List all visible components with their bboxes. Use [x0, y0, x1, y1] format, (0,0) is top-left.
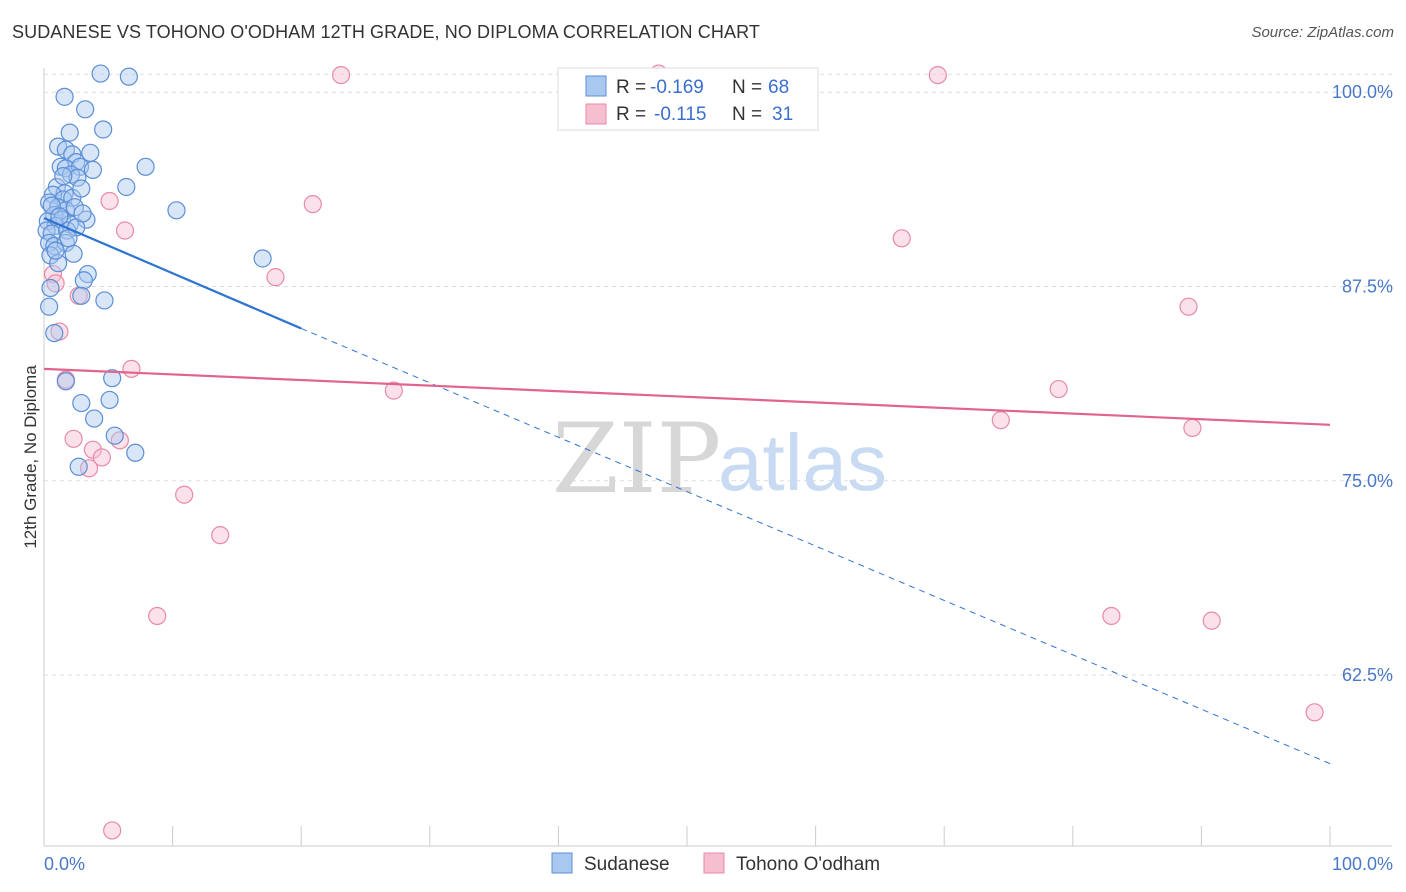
sudanese-point-5 [60, 123, 79, 142]
sudanese-point-2 [55, 87, 74, 106]
tohono-point-29 [1305, 703, 1324, 722]
sudanese-point-14 [83, 160, 102, 180]
x-tick-label-min: 0.0% [44, 854, 85, 874]
sudanese-point-1 [119, 67, 138, 86]
tohono-point-15 [384, 381, 403, 400]
legend-swatch-sudanese [585, 75, 607, 97]
tohono-point-2 [928, 65, 947, 85]
sudanese-point-57 [105, 426, 124, 445]
sudanese-point-51 [45, 324, 64, 343]
sudanese-point-4 [94, 120, 113, 139]
trendlines [43, 217, 1331, 765]
y-axis-title: 12th Grade, No Diploma [21, 365, 40, 549]
gridlines [44, 73, 1392, 676]
tohono-point-0 [331, 65, 351, 85]
legend-n-value-tohono: 31 [772, 104, 793, 125]
watermark-atlas: atlas [718, 418, 887, 507]
x-tick-label-max: 100.0% [1332, 854, 1393, 874]
tohono-point-28 [1202, 611, 1221, 630]
tohono-point-19 [64, 429, 83, 448]
tohono-point-11 [1179, 297, 1198, 316]
tohono-point-22 [92, 448, 111, 467]
tohono-point-13 [122, 359, 141, 378]
tohono-point-26 [148, 606, 167, 626]
tohono-point-24 [175, 485, 194, 504]
sudanese-point-3 [76, 100, 95, 119]
y-tick-label-1: 87.5% [1342, 276, 1393, 296]
source-label: Source: ZipAtlas.com [1251, 24, 1394, 41]
axes [43, 68, 1392, 847]
sudanese-point-53 [103, 369, 122, 388]
tohono-point-30 [103, 821, 122, 840]
sudanese-point-32 [167, 201, 186, 220]
sudanese-point-0 [91, 64, 110, 83]
tohono-point-17 [991, 411, 1010, 430]
tohono-point-25 [211, 526, 230, 545]
tohono-point-27 [1102, 606, 1121, 626]
sudanese-point-47 [41, 278, 60, 298]
sudanese-point-46 [74, 271, 93, 290]
sudanese-points [37, 64, 272, 476]
y-tick-label-0: 100.0% [1332, 82, 1393, 102]
legend-box: R = -0.169 N = 68 R = -0.115 N = 31 [557, 67, 819, 131]
bottom-legend-swatch-sudanese [551, 852, 573, 874]
sudanese-point-55 [100, 390, 119, 410]
y-tick-label-3: 62.5% [1342, 665, 1393, 685]
bottom-legend-label-tohono: Tohono O'odham [736, 854, 880, 875]
sudanese-point-41 [64, 244, 83, 263]
sudanese-point-15 [136, 157, 155, 176]
legend-r-value-sudanese: -0.169 [650, 77, 704, 98]
watermark: ZIP atlas [552, 403, 887, 515]
sudanese-point-58 [126, 443, 145, 462]
legend-n-value-sudanese: 68 [768, 77, 789, 98]
legend-r-label-sudanese: R = [616, 77, 646, 98]
tohono-point-3 [100, 191, 119, 211]
tohono-point-6 [892, 229, 911, 248]
legend-swatch-tohono [585, 103, 607, 125]
sudanese-point-67 [73, 204, 92, 223]
sudanese-trendline [43, 217, 302, 330]
tohono-point-18 [1183, 418, 1202, 438]
y-tick-labels: 100.0% 87.5% 75.0% 62.5% [1332, 82, 1393, 685]
tohono-point-16 [1049, 379, 1068, 399]
sudanese-point-50 [40, 297, 59, 316]
sudanese-point-52 [56, 372, 75, 391]
bottom-legend-swatch-tohono [703, 852, 725, 874]
sudanese-point-56 [85, 409, 104, 428]
sudanese-trendline-extension [301, 327, 1331, 765]
tohono-point-5 [115, 221, 135, 240]
tohono-point-4 [303, 194, 322, 214]
bottom-legend: Sudanese Tohono O'odham [551, 852, 880, 875]
sudanese-point-59 [69, 457, 88, 476]
legend-r-label-tohono: R = [616, 104, 646, 125]
sudanese-point-65 [46, 241, 65, 260]
bottom-legend-label-sudanese: Sudanese [584, 854, 670, 875]
sudanese-point-61 [72, 179, 91, 198]
sudanese-point-66 [59, 229, 78, 248]
x-ticks [43, 826, 1331, 846]
sudanese-point-54 [72, 393, 91, 413]
legend-r-value-tohono: -0.115 [654, 104, 706, 125]
legend-n-label-sudanese: N = [732, 77, 762, 98]
sudanese-point-48 [72, 286, 91, 305]
watermark-zip: ZIP [552, 403, 721, 515]
tohono-trendline [43, 367, 1331, 426]
tohono-point-9 [266, 268, 285, 287]
chart-title: SUDANESE VS TOHONO O'ODHAM 12TH GRADE, N… [12, 22, 760, 42]
sudanese-point-17 [68, 168, 87, 187]
y-tick-label-2: 75.0% [1342, 471, 1393, 491]
sudanese-point-49 [95, 291, 114, 310]
sudanese-point-42 [253, 249, 272, 268]
sudanese-point-60 [54, 167, 73, 186]
legend-n-label-tohono: N = [732, 104, 762, 125]
sudanese-point-23 [117, 177, 136, 197]
